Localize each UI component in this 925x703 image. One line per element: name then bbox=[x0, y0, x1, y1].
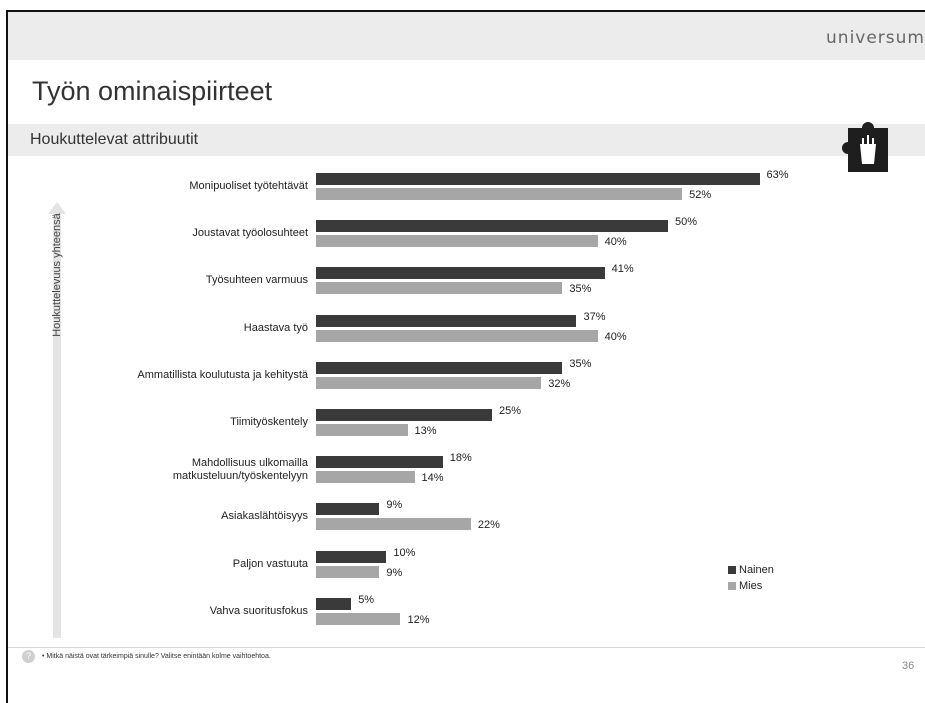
category-label-2: Työsuhteen varmuus bbox=[205, 274, 308, 287]
bar-mies-5 bbox=[316, 424, 408, 436]
bar-nainen-2 bbox=[316, 267, 605, 280]
top-bar bbox=[8, 12, 925, 60]
bar-nainen-9 bbox=[316, 597, 352, 610]
value-label-mies-3: 40% bbox=[604, 330, 627, 343]
bar-nainen-7 bbox=[316, 503, 380, 516]
value-label-mies-5: 13% bbox=[414, 425, 437, 437]
bar-nainen-0 bbox=[316, 173, 760, 185]
value-label-nainen-6: 18% bbox=[449, 452, 472, 465]
bar-mies-2 bbox=[316, 282, 563, 295]
bar-mies-9 bbox=[316, 612, 401, 625]
value-label-nainen-2: 41% bbox=[611, 263, 634, 276]
question-icon: ? bbox=[22, 650, 35, 663]
bar-nainen-8 bbox=[316, 550, 387, 563]
value-label-mies-9: 12% bbox=[407, 613, 430, 626]
category-label-7: Asiakaslähtöisyys bbox=[221, 510, 308, 523]
category-label-4: Ammatillista koulutusta ja kehitystä bbox=[137, 368, 308, 381]
slide-frame bbox=[6, 10, 925, 703]
value-label-mies-6: 14% bbox=[421, 472, 444, 485]
bar-nainen-5 bbox=[316, 409, 492, 421]
page-title: Työn ominaispiirteet bbox=[32, 76, 273, 106]
puzzle-piece-icon bbox=[842, 122, 888, 172]
legend-swatch-mies bbox=[728, 582, 736, 590]
attractiveness-axis-arrow bbox=[48, 202, 66, 638]
value-label-mies-1: 40% bbox=[604, 236, 627, 249]
bar-mies-7 bbox=[316, 518, 471, 531]
value-label-mies-0: 52% bbox=[689, 189, 712, 201]
bar-mies-8 bbox=[316, 565, 380, 578]
value-label-nainen-0: 63% bbox=[766, 169, 789, 181]
category-label-8: Paljon vastuuta bbox=[232, 557, 308, 570]
bar-nainen-4 bbox=[316, 361, 563, 374]
value-label-nainen-8: 10% bbox=[393, 546, 416, 559]
bar-mies-4 bbox=[316, 376, 542, 389]
brand-logo: universum bbox=[826, 28, 925, 48]
value-label-nainen-4: 35% bbox=[569, 357, 592, 370]
legend-label-mies: Mies bbox=[739, 580, 763, 592]
bar-nainen-6 bbox=[316, 456, 443, 469]
value-label-nainen-1: 50% bbox=[675, 216, 698, 229]
legend-item-mies: Mies bbox=[728, 578, 774, 594]
value-label-nainen-7: 9% bbox=[386, 499, 403, 512]
category-label-0: Monipuoliset työtehtävät bbox=[189, 180, 308, 192]
value-label-mies-2: 35% bbox=[569, 283, 592, 296]
legend-item-nainen: Nainen bbox=[728, 562, 774, 578]
bar-mies-1 bbox=[316, 235, 598, 248]
legend: Nainen Mies bbox=[728, 562, 774, 594]
bar-nainen-3 bbox=[316, 314, 577, 327]
bar-mies-6 bbox=[316, 471, 415, 484]
footer-divider bbox=[8, 647, 925, 648]
category-label-6: Mahdollisuus ulkomailla matkusteluun/työs… bbox=[172, 456, 308, 482]
value-label-nainen-3: 37% bbox=[583, 310, 606, 323]
value-label-nainen-9: 5% bbox=[358, 593, 375, 606]
page-number: 36 bbox=[902, 660, 915, 672]
value-label-mies-4: 32% bbox=[548, 377, 571, 390]
legend-swatch-nainen bbox=[728, 566, 736, 574]
bar-mies-0 bbox=[316, 188, 683, 200]
value-label-nainen-5: 25% bbox=[499, 405, 522, 417]
category-label-3: Haastava työ bbox=[243, 321, 308, 334]
value-label-mies-7: 22% bbox=[477, 519, 500, 532]
subtitle: Houkuttelevat attribuutit bbox=[30, 131, 199, 148]
bar-mies-3 bbox=[316, 329, 598, 342]
axis-label: Houkuttelevuus yhteensä bbox=[51, 213, 63, 337]
category-label-1: Joustavat työolosuhteet bbox=[192, 227, 308, 240]
category-label-5: Tiimityöskentely bbox=[230, 416, 308, 428]
subtitle-bar bbox=[8, 124, 925, 156]
bar-nainen-1 bbox=[316, 220, 668, 233]
footnote: • Mitkä näistä ovat tärkeimpiä sinulle? … bbox=[42, 653, 271, 660]
value-label-mies-8: 9% bbox=[386, 566, 403, 579]
legend-label-nainen: Nainen bbox=[739, 564, 774, 576]
category-label-9: Vahva suoritusfokus bbox=[209, 604, 308, 617]
